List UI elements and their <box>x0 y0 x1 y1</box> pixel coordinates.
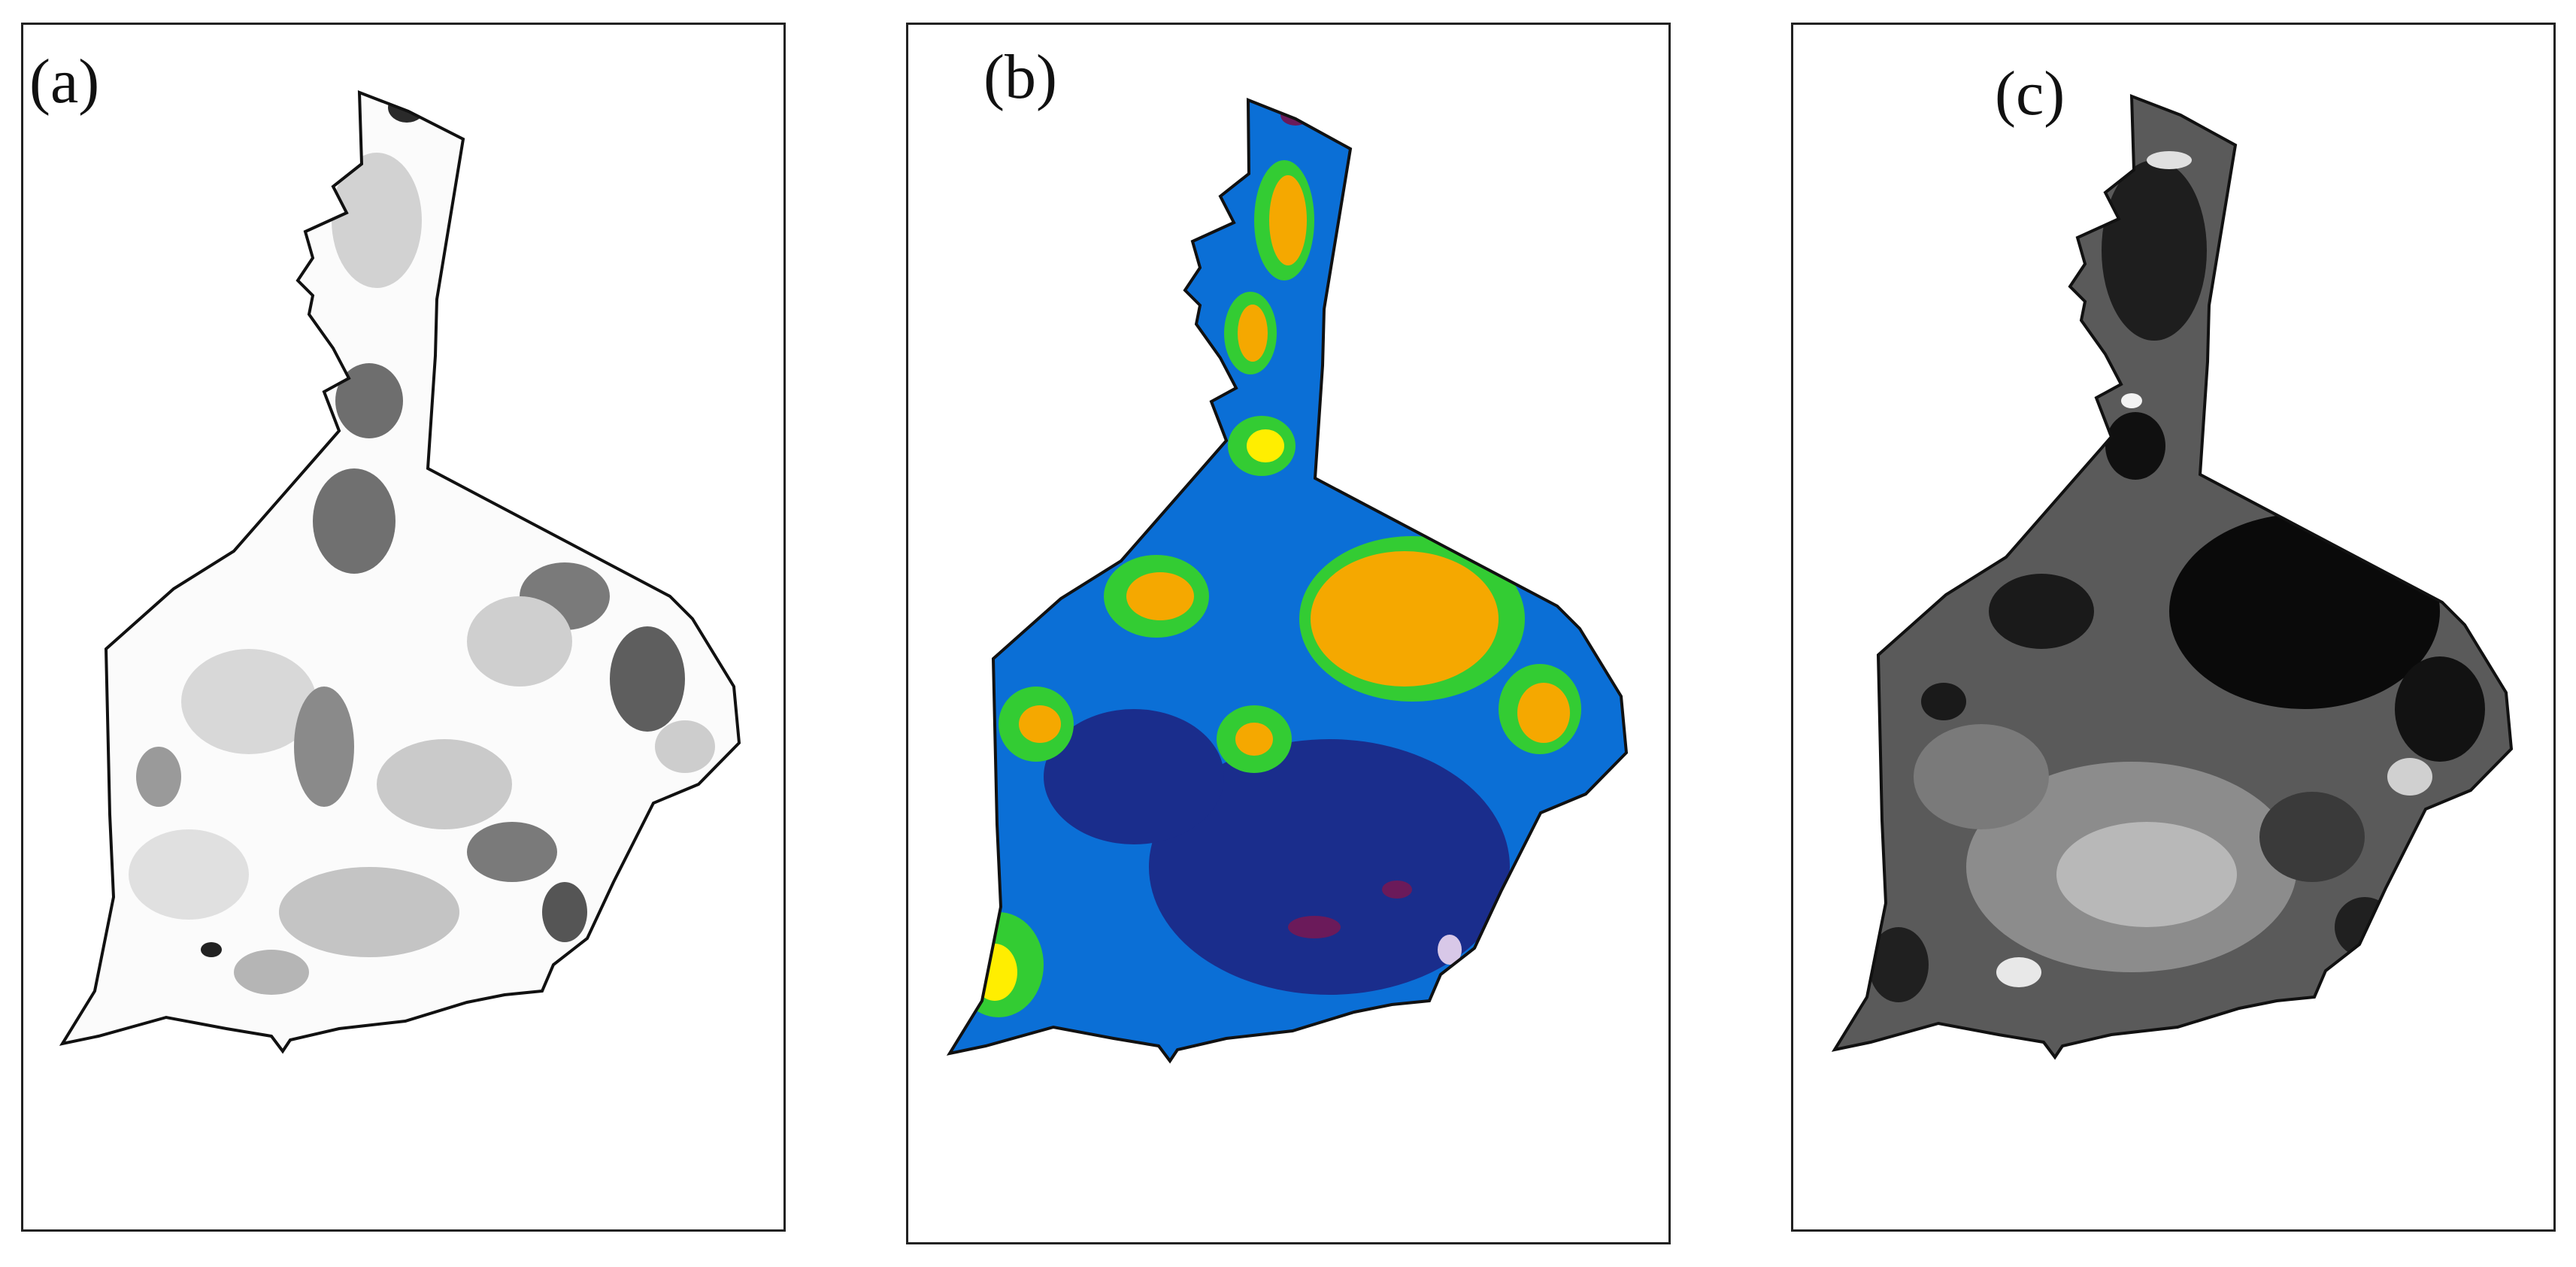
map-c <box>1833 95 2513 1059</box>
map-panel-b: (b) <box>906 23 1671 1244</box>
map-a <box>61 91 741 1053</box>
panel-label-a: (a) <box>29 47 100 117</box>
panel-label-b: (b) <box>983 42 1057 112</box>
map-panel-a: (a) <box>21 23 786 1232</box>
panel-label-c: (c) <box>1995 59 2065 129</box>
map-b <box>948 99 1628 1062</box>
raster-a <box>62 92 739 1051</box>
map-panel-c: (c) <box>1791 23 2556 1232</box>
raster-b <box>950 100 1626 1061</box>
